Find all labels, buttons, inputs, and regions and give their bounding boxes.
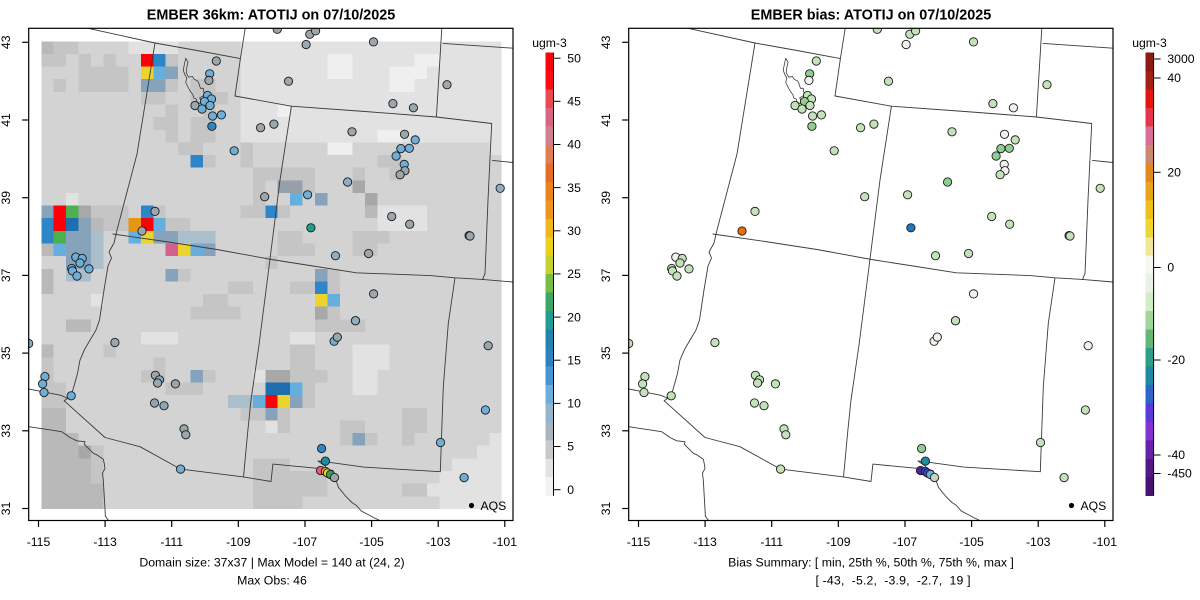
svg-text:20: 20 <box>567 310 581 324</box>
svg-text:43: 43 <box>0 35 13 49</box>
svg-text:EMBER 36km: ATOTIJ on 07/10/20: EMBER 36km: ATOTIJ on 07/10/2025 <box>147 8 395 24</box>
svg-text:15: 15 <box>567 353 581 367</box>
svg-text:43: 43 <box>599 35 613 49</box>
svg-text:Max Obs: 46: Max Obs: 46 <box>237 574 307 588</box>
svg-text:-103: -103 <box>1026 535 1051 549</box>
svg-text:ugm-3: ugm-3 <box>1132 36 1167 50</box>
svg-text:-101: -101 <box>1093 535 1118 549</box>
svg-text:-115: -115 <box>627 535 651 549</box>
svg-text:31: 31 <box>599 502 613 516</box>
svg-text:-111: -111 <box>160 535 183 549</box>
svg-text:-109: -109 <box>226 535 251 549</box>
svg-text:AQS: AQS <box>1081 499 1107 513</box>
svg-text:-115: -115 <box>27 535 51 549</box>
svg-text:20: 20 <box>1167 166 1181 180</box>
svg-text:Bias Summary: [ min, 25th %, 5: Bias Summary: [ min, 25th %, 50th %, 75t… <box>728 556 1014 570</box>
svg-text:45: 45 <box>567 95 581 109</box>
svg-text:3000: 3000 <box>1167 52 1194 66</box>
svg-text:[ -43, -5.2, -3.9, -2.7, 1: [ -43, -5.2, -3.9, -2.7, 19 ] <box>816 574 971 588</box>
svg-text:5: 5 <box>567 440 574 454</box>
svg-text:25: 25 <box>567 267 581 281</box>
svg-text:Domain size: 37x37 | Max Model: Domain size: 37x37 | Max Model = 140 at … <box>139 556 404 570</box>
svg-text:-107: -107 <box>293 535 318 549</box>
svg-text:0: 0 <box>567 483 574 497</box>
svg-text:37: 37 <box>599 268 613 282</box>
svg-text:41: 41 <box>599 113 613 127</box>
svg-text:41: 41 <box>0 113 13 127</box>
svg-text:-113: -113 <box>693 535 717 549</box>
svg-text:33: 33 <box>0 424 13 438</box>
svg-text:39: 39 <box>0 191 13 205</box>
svg-text:-101: -101 <box>493 535 518 549</box>
svg-text:-113: -113 <box>93 535 117 549</box>
svg-text:AQS: AQS <box>481 499 507 513</box>
svg-text:40: 40 <box>567 138 581 152</box>
svg-text:-107: -107 <box>893 535 918 549</box>
svg-text:-450: -450 <box>1167 467 1192 481</box>
svg-text:-111: -111 <box>760 535 783 549</box>
svg-text:ugm-3: ugm-3 <box>532 36 567 50</box>
svg-text:35: 35 <box>0 346 13 360</box>
svg-text:30: 30 <box>567 224 581 238</box>
svg-text:10: 10 <box>567 397 581 411</box>
svg-text:-105: -105 <box>359 535 384 549</box>
svg-text:-109: -109 <box>826 535 851 549</box>
svg-text:39: 39 <box>599 191 613 205</box>
svg-text:40: 40 <box>1167 71 1181 85</box>
svg-text:33: 33 <box>599 424 613 438</box>
svg-text:-40: -40 <box>1167 448 1185 462</box>
svg-text:35: 35 <box>599 346 613 360</box>
svg-text:-103: -103 <box>426 535 451 549</box>
svg-text:-20: -20 <box>1167 353 1185 367</box>
svg-text:0: 0 <box>1167 261 1174 275</box>
svg-text:-105: -105 <box>959 535 984 549</box>
svg-text:37: 37 <box>0 268 13 282</box>
svg-text:EMBER bias: ATOTIJ on 07/10/20: EMBER bias: ATOTIJ on 07/10/2025 <box>751 8 991 24</box>
svg-text:31: 31 <box>0 502 13 516</box>
svg-text:35: 35 <box>567 181 581 195</box>
svg-text:50: 50 <box>567 51 581 65</box>
